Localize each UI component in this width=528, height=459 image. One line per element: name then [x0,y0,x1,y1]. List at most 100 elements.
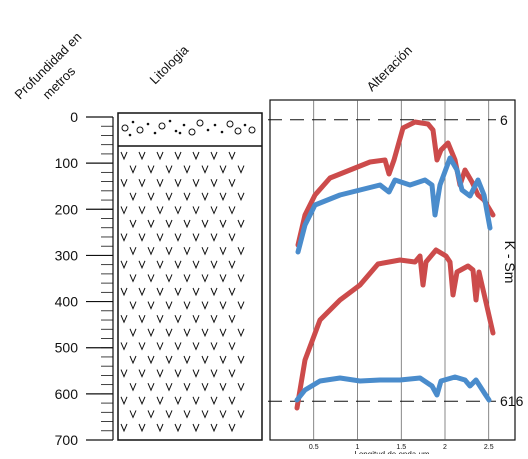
v-symbol [174,260,182,270]
v-symbol [192,287,200,297]
v-symbol [237,383,245,392]
v-symbol [174,287,182,297]
grain [178,131,182,135]
v-symbol [183,219,191,229]
v-symbol [156,206,164,215]
v-symbol [120,151,128,161]
v-symbol [165,301,173,310]
v-symbol [183,301,191,310]
v-symbol [156,151,164,161]
grain [153,131,157,135]
v-symbol [183,165,191,174]
v-symbol [201,219,209,229]
depth-axis: 0 100 200 300 400 500 600 700 [55,109,114,448]
v-symbol [201,410,209,419]
depth-tick-label: 200 [55,201,79,217]
v-symbol [138,151,146,161]
v-symbol [156,396,164,406]
grain [174,129,178,133]
x-tick-label: 2.5 [484,444,494,451]
v-symbol [165,274,173,283]
v-symbol [228,151,236,161]
v-symbol [165,410,173,419]
v-symbol [147,219,155,229]
v-symbol [192,260,200,270]
v-symbol [129,410,137,419]
v-symbol [201,274,209,283]
v-symbol [138,287,146,297]
spectrum-red [294,247,496,411]
v-symbol [129,328,137,338]
v-symbol [120,315,128,324]
v-symbol [138,396,146,406]
pebble [188,128,196,136]
v-symbol [147,328,155,338]
v-symbol [228,233,236,242]
depth-marker-label: 616 [500,393,524,409]
v-symbol [174,342,182,351]
grain [168,119,172,123]
depth-tick-label: 600 [55,386,79,402]
alteration-panel [269,99,516,441]
v-symbol [228,260,236,270]
x-axis-label: Longitud de onda um [354,450,430,454]
v-symbol [129,301,137,310]
v-symbol [183,383,191,392]
lithology-column [117,112,263,441]
v-symbol [156,260,164,270]
spectrum-red [295,119,496,248]
v-symbol [129,274,137,283]
v-symbol [237,192,245,202]
v-symbol [237,410,245,419]
v-symbol [192,315,200,324]
v-symbol [156,423,164,433]
depth-tick-label: 500 [55,340,79,356]
v-symbol [147,192,155,202]
v-symbol [120,206,128,215]
v-symbol [156,179,164,188]
v-symbol [147,247,155,256]
v-symbol [237,165,245,174]
depth-tick-label: 700 [55,432,79,448]
v-symbol [174,423,182,433]
grain [182,123,186,127]
v-symbol [165,247,173,256]
v-symbol [120,369,128,378]
v-symbol [219,247,227,256]
v-symbol [210,396,218,406]
v-symbol [228,369,236,378]
v-symbol [210,423,218,433]
v-symbol [237,301,245,310]
v-symbol [129,247,137,256]
v-symbol [237,247,245,256]
v-symbol [147,410,155,419]
v-symbol [138,423,146,433]
grain [213,123,217,127]
v-symbol [192,396,200,406]
v-symbol [165,192,173,202]
v-symbol [165,355,173,365]
v-symbol [165,328,173,338]
lithology-pattern [120,119,256,433]
v-symbol [120,342,128,351]
v-symbol [219,301,227,310]
v-symbol [219,274,227,283]
spectra [294,119,496,411]
v-symbol [219,165,227,174]
v-symbol [165,383,173,392]
v-symbol [210,151,218,161]
spectrum-blue [295,155,493,255]
v-symbol [183,274,191,283]
pebble [226,120,234,128]
v-symbol [183,355,191,365]
v-symbol [219,192,227,202]
v-symbol [201,328,209,338]
v-symbol [147,301,155,310]
v-symbol [156,315,164,324]
v-symbol [228,315,236,324]
v-symbol [228,396,236,406]
v-symbol [237,355,245,365]
grain [128,133,132,137]
v-symbol [147,165,155,174]
